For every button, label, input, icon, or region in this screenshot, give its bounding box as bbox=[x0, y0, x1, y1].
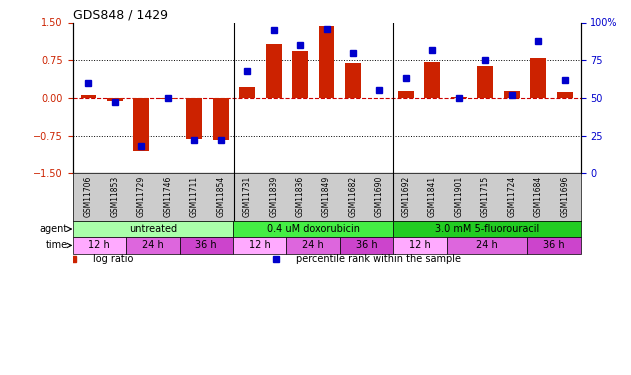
Bar bbox=[393, 237, 447, 254]
Bar bbox=[530, 58, 546, 98]
Bar bbox=[292, 51, 308, 98]
Text: 12 h: 12 h bbox=[410, 240, 431, 250]
Text: GSM11854: GSM11854 bbox=[216, 176, 225, 217]
Text: 36 h: 36 h bbox=[543, 240, 565, 250]
Bar bbox=[447, 237, 527, 254]
Bar bbox=[73, 221, 233, 237]
Bar bbox=[451, 97, 467, 98]
Bar bbox=[286, 237, 340, 254]
Bar bbox=[160, 98, 176, 99]
Bar bbox=[81, 96, 97, 98]
Text: GSM11729: GSM11729 bbox=[137, 176, 146, 217]
Bar bbox=[73, 237, 126, 254]
Bar bbox=[126, 237, 179, 254]
Text: GSM11849: GSM11849 bbox=[322, 176, 331, 217]
Bar bbox=[425, 62, 440, 98]
Bar bbox=[107, 98, 123, 102]
Text: GSM11746: GSM11746 bbox=[163, 176, 172, 217]
Text: 36 h: 36 h bbox=[356, 240, 377, 250]
Text: 36 h: 36 h bbox=[196, 240, 217, 250]
Text: 0.4 uM doxorubicin: 0.4 uM doxorubicin bbox=[267, 224, 360, 234]
Text: GSM11684: GSM11684 bbox=[534, 176, 543, 217]
Bar bbox=[239, 87, 255, 98]
Text: 12 h: 12 h bbox=[88, 240, 110, 250]
Text: GSM11696: GSM11696 bbox=[560, 176, 569, 217]
Bar bbox=[504, 92, 520, 98]
Bar bbox=[398, 91, 414, 98]
Bar bbox=[186, 98, 202, 139]
Text: GSM11706: GSM11706 bbox=[84, 176, 93, 217]
Text: GDS848 / 1429: GDS848 / 1429 bbox=[73, 8, 168, 21]
Bar bbox=[345, 63, 361, 98]
Text: 24 h: 24 h bbox=[476, 240, 498, 250]
Text: GSM11836: GSM11836 bbox=[295, 176, 305, 217]
Text: 24 h: 24 h bbox=[142, 240, 163, 250]
Text: agent: agent bbox=[39, 224, 68, 234]
Bar bbox=[527, 237, 581, 254]
Bar bbox=[233, 237, 286, 254]
Text: log ratio: log ratio bbox=[93, 254, 133, 264]
Bar bbox=[557, 92, 572, 98]
Bar bbox=[133, 98, 150, 151]
Text: GSM11724: GSM11724 bbox=[507, 176, 516, 217]
Text: GSM11682: GSM11682 bbox=[348, 176, 358, 217]
Text: GSM11711: GSM11711 bbox=[190, 176, 199, 217]
Text: time: time bbox=[45, 240, 68, 250]
Bar bbox=[213, 98, 228, 140]
Text: untreated: untreated bbox=[129, 224, 177, 234]
Bar bbox=[179, 237, 233, 254]
Text: GSM11853: GSM11853 bbox=[110, 176, 119, 217]
Text: GSM11731: GSM11731 bbox=[243, 176, 252, 217]
Bar bbox=[266, 44, 281, 98]
Text: 24 h: 24 h bbox=[302, 240, 324, 250]
Bar bbox=[477, 66, 493, 98]
Text: 12 h: 12 h bbox=[249, 240, 271, 250]
Text: GSM11692: GSM11692 bbox=[401, 176, 410, 217]
Bar bbox=[319, 26, 334, 98]
Text: GSM11839: GSM11839 bbox=[269, 176, 278, 217]
Bar bbox=[393, 221, 581, 237]
Text: GSM11841: GSM11841 bbox=[428, 176, 437, 217]
Bar bbox=[340, 237, 393, 254]
Bar bbox=[233, 221, 393, 237]
Text: percentile rank within the sample: percentile rank within the sample bbox=[296, 254, 461, 264]
Text: GSM11690: GSM11690 bbox=[375, 176, 384, 217]
Text: GSM11715: GSM11715 bbox=[481, 176, 490, 217]
Text: 3.0 mM 5-fluorouracil: 3.0 mM 5-fluorouracil bbox=[435, 224, 539, 234]
Text: GSM11901: GSM11901 bbox=[454, 176, 463, 217]
